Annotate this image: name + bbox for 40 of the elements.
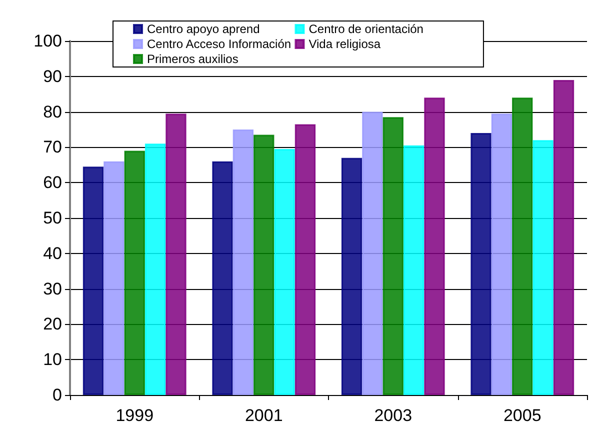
bar (403, 145, 424, 395)
legend-label: Primeros auxilios (147, 52, 238, 66)
bar (144, 144, 166, 395)
legend-label: Centro de orientación (308, 22, 424, 36)
y-tick-label: 80 (43, 102, 62, 122)
x-tick-label: 2005 (503, 406, 542, 425)
y-tick-label: 90 (43, 66, 62, 86)
y-tick-label: 10 (43, 350, 62, 370)
bar (82, 166, 104, 395)
bar (254, 134, 274, 395)
y-tick-label: 60 (43, 173, 62, 192)
legend-label: Centro Acceso Información (147, 37, 292, 51)
x-tick-label: 1999 (116, 406, 154, 425)
bar (232, 130, 254, 395)
bar (424, 98, 445, 395)
bar (362, 112, 383, 395)
bar (274, 148, 295, 395)
y-tick-label: 30 (43, 279, 62, 298)
y-tick-label: 40 (43, 244, 62, 263)
bar (553, 80, 574, 395)
x-tick-label: 2003 (374, 406, 412, 425)
x-tick-label: 2001 (244, 406, 283, 425)
legend-label: Vida religiosa (308, 37, 381, 51)
bar (341, 158, 362, 395)
y-tick-label: 70 (43, 138, 62, 157)
legend-label: Centro apoyo aprend (147, 22, 260, 36)
y-tick-label: 100 (34, 32, 62, 50)
y-tick-label: 0 (52, 386, 62, 404)
bar (532, 140, 554, 395)
bar (124, 150, 145, 395)
bar (104, 161, 124, 395)
bar (166, 114, 186, 395)
y-tick-label: 20 (43, 314, 62, 334)
bar (212, 161, 233, 395)
bar (294, 124, 316, 395)
bar (491, 114, 512, 395)
y-tick-label: 50 (43, 208, 62, 228)
bar (470, 133, 492, 395)
bar (512, 98, 533, 395)
bar (382, 117, 404, 395)
